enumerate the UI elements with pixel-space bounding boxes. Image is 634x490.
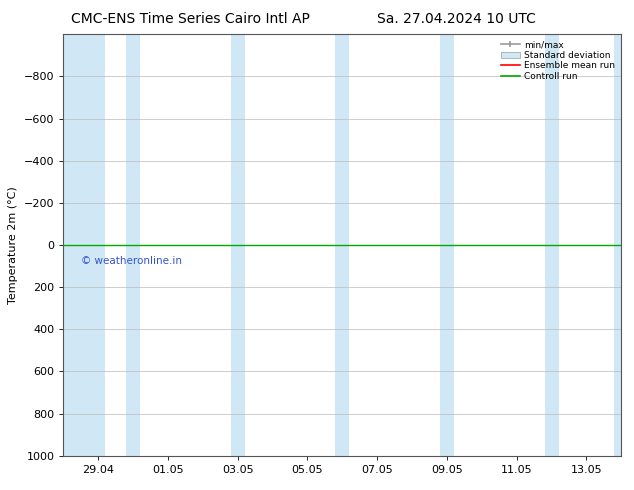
Bar (545, 34, 559, 456)
Text: CMC-ENS Time Series Cairo Intl AP: CMC-ENS Time Series Cairo Intl AP (71, 12, 309, 26)
Bar (231, 34, 245, 456)
Bar (63, 34, 105, 456)
Bar (335, 34, 349, 456)
Bar (126, 34, 140, 456)
Text: Sa. 27.04.2024 10 UTC: Sa. 27.04.2024 10 UTC (377, 12, 536, 26)
Legend: min/max, Standard deviation, Ensemble mean run, Controll run: min/max, Standard deviation, Ensemble me… (499, 39, 617, 82)
Text: © weatheronline.in: © weatheronline.in (81, 256, 182, 266)
Bar (614, 34, 621, 456)
Bar (440, 34, 454, 456)
Y-axis label: Temperature 2m (°C): Temperature 2m (°C) (8, 186, 18, 304)
